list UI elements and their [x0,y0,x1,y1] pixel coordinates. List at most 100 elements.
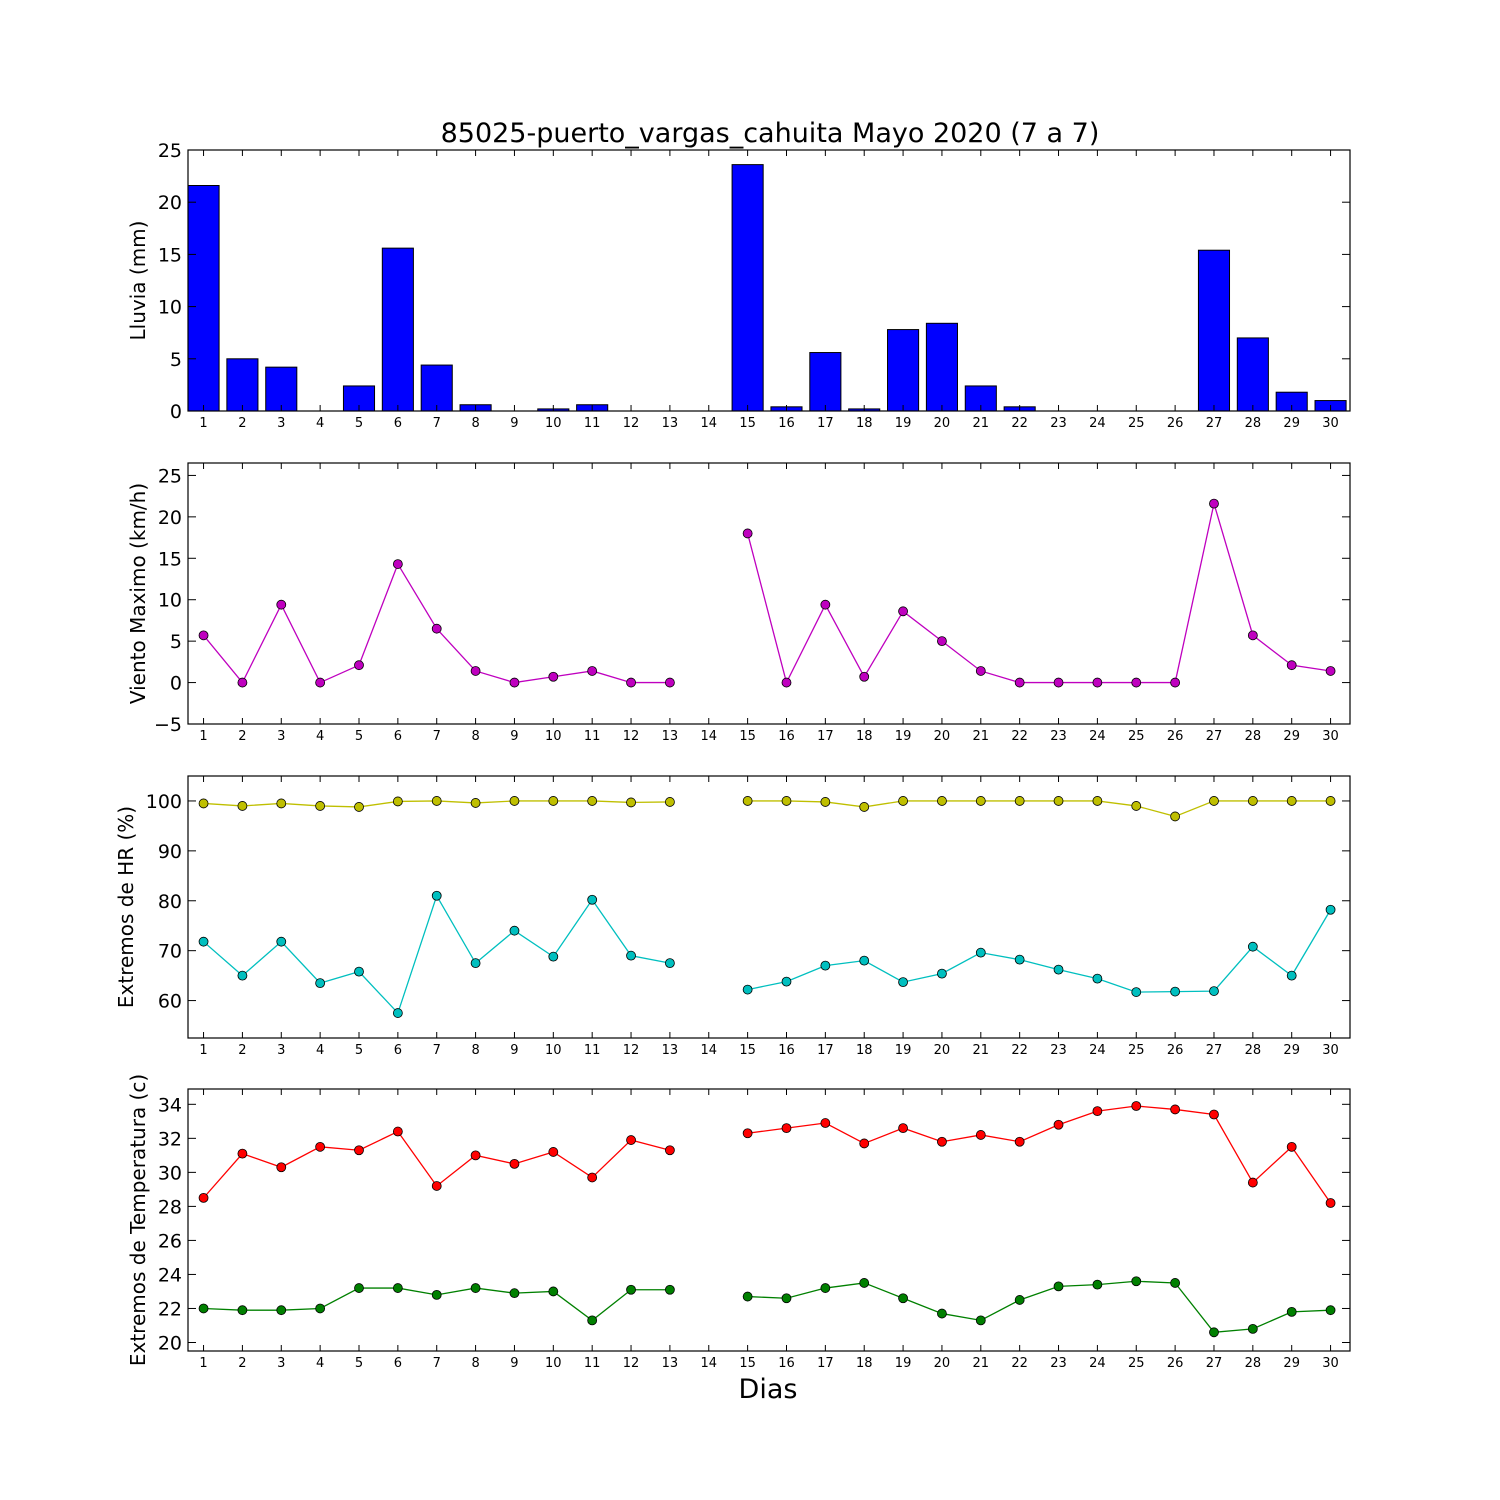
temperature-point [626,1284,636,1295]
humidity-point [626,797,636,808]
humidity-y-tick-label: 60 [158,991,182,1013]
wind-x-tick-label: 20 [934,729,951,744]
rain-x-tick-label: 18 [856,416,873,431]
temperature-x-tick-label: 5 [355,1356,363,1371]
humidity-point [470,798,481,808]
humidity-series-line [747,800,1331,818]
humidity-x-tick-label: 4 [316,1043,324,1058]
wind-x-tick-label: 18 [856,729,873,744]
humidity-x-tick-label: 3 [277,1043,285,1058]
humidity-x-tick-label: 17 [817,1043,834,1058]
humidity-point [354,966,364,977]
wind-point [975,666,986,676]
wind-point [820,599,831,610]
humidity-x-tick-label: 27 [1206,1043,1223,1058]
rain-x-tick-label: 29 [1283,416,1300,431]
humidity-x-tick-label: 6 [394,1043,402,1058]
humidity-point [742,984,753,995]
rain-y-tick-label: 25 [158,140,182,162]
wind-y-tick-label: 10 [158,590,182,612]
humidity-x-tick-label: 12 [623,1043,640,1058]
temperature-point [781,1293,792,1304]
wind-x-tick-label: 6 [394,729,402,744]
temperature-point [392,1283,403,1293]
temperature-x-tick-label: 4 [316,1356,324,1371]
rain-x-tick-label: 21 [973,416,990,431]
wind-x-tick-label: 3 [277,729,285,744]
humidity-point [237,970,248,981]
temperature-x-tick-label: 17 [817,1356,834,1371]
wind-x-tick-label: 15 [739,729,756,744]
wind-point [237,677,248,688]
rain-bar [420,364,453,412]
temperature-y-tick-label: 34 [158,1094,182,1116]
rain-x-tick-label: 26 [1167,416,1184,431]
temperature-y-tick-label: 28 [158,1196,182,1218]
temperature-x-tick-label: 15 [739,1356,756,1371]
temperature-x-tick-label: 13 [662,1356,679,1371]
wind-y-tick-label: 5 [170,631,182,653]
temperature-point [781,1123,792,1134]
temperature-point [1053,1119,1064,1130]
wind-point [1053,677,1064,688]
humidity-point [315,978,326,988]
rain-x-tick-label: 19 [895,416,912,431]
temperature-point [1014,1136,1025,1147]
wind-x-tick-label: 30 [1322,729,1339,744]
rain-y-tick-label: 10 [158,297,182,319]
temperature-x-tick-label: 28 [1245,1356,1262,1371]
wind-x-tick-label: 12 [623,729,640,744]
humidity-x-tick-label: 24 [1089,1043,1106,1058]
rain-y-tick-label: 0 [170,401,182,423]
temperature-x-tick-label: 20 [934,1356,951,1371]
humidity-x-tick-label: 16 [778,1043,795,1058]
humidity-point [392,796,403,807]
rain-y-tick-label: 20 [158,192,182,214]
wind-point [1092,677,1103,688]
temperature-point [198,1192,209,1203]
temperature-x-tick-label: 14 [700,1356,717,1371]
humidity-point [898,796,908,806]
temperature-x-tick-label: 30 [1322,1356,1339,1371]
temperature-point [1170,1278,1181,1288]
wind-x-tick-label: 29 [1283,729,1300,744]
rain-x-tick-label: 12 [623,416,640,431]
humidity-x-tick-label: 9 [510,1043,518,1058]
wind-point [587,666,598,676]
panels: 1 2 3 4 5 6 7 8 9 10 11 12 13 14 15 16 17 18 19 20 21 22 23 24 2… [114,140,1351,1371]
humidity-x-tick-label: 23 [1050,1043,1067,1058]
wind-x-tick-label: 10 [545,729,562,744]
wind-point [392,559,403,569]
wind-point [898,606,908,617]
temperature-point [975,1315,986,1326]
temperature-point [237,1148,248,1159]
temperature-x-tick-label: 6 [394,1356,402,1371]
wind-point [1286,660,1297,671]
temperature-point [898,1293,908,1304]
wind-point [1170,677,1181,688]
humidity-point [548,796,559,806]
wind-x-tick-label: 1 [199,729,207,744]
wind-point [1014,677,1025,688]
rain-x-tick-label: 30 [1322,416,1339,431]
rain-x-tick-label: 6 [394,416,402,431]
humidity-y-tick-label: 80 [158,891,182,913]
temperature-x-tick-label: 7 [433,1356,441,1371]
humidity-point [1247,941,1258,952]
humidity-point [975,796,986,806]
humidity-point [1014,954,1025,965]
wind-x-tick-label: 2 [238,729,246,744]
temperature-point [1286,1306,1297,1317]
wind-point [1131,677,1142,688]
humidity-point [431,890,442,901]
temperature-x-tick-label: 25 [1128,1356,1145,1371]
rain-bar [1236,337,1269,412]
temperature-x-tick-label: 18 [856,1356,873,1371]
figure-title: 85025-puerto_vargas_cahuita Mayo 2020 (7… [441,118,1100,149]
rain-x-tick-label: 4 [316,416,324,431]
rain-x-tick-label: 2 [238,416,246,431]
humidity-point [937,796,947,806]
wind-point [354,660,364,671]
humidity-point [587,796,598,806]
humidity-point [1170,811,1181,822]
